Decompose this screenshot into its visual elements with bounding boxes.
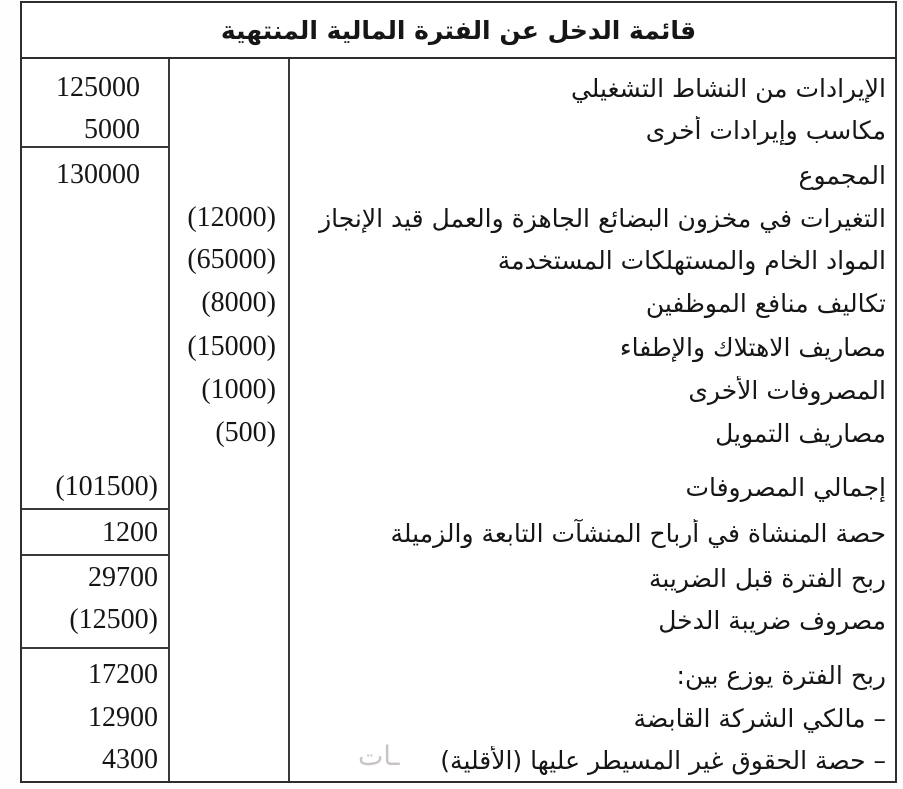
table-row: 4300 – حصة الحقوق غير المسيطر عليها (الأ… <box>22 739 895 781</box>
detail-amount-cell: (12000) <box>187 202 276 233</box>
detail-amount-cell: (8000) <box>201 287 276 318</box>
total-amount-cell: (101500) <box>55 471 158 502</box>
subtotal-rule <box>22 146 170 148</box>
table-row: 125000 الإيرادات من النشاط التشغيلي <box>22 67 895 109</box>
table-row: (500) مصاريف التمويل <box>22 412 895 454</box>
table-row: (8000) تكاليف منافع الموظفين <box>22 282 895 324</box>
row-label: التغيرات في مخزون البضائع الجاهزة والعمل… <box>319 203 886 233</box>
table-row: (101500) إجمالي المصروفات <box>22 466 895 508</box>
row-label: مصاريف التمويل <box>715 418 886 448</box>
row-label: ربح الفترة يوزع بين: <box>676 660 886 690</box>
table-row: (15000) مصاريف الاهتلاك والإطفاء <box>22 326 895 368</box>
table-row: 12900 – مالكي الشركة القابضة <box>22 697 895 739</box>
income-statement-table: قائمة الدخل عن الفترة المالية المنتهية ـ… <box>20 1 897 783</box>
row-label: مكاسب وإيرادات أخرى <box>645 115 886 145</box>
table-row: (65000) المواد الخام والمستهلكات المستخد… <box>22 239 895 281</box>
watermark: ـات <box>358 741 400 772</box>
row-label: المجموع <box>798 160 886 190</box>
total-amount-cell: 4300 <box>102 744 158 775</box>
row-label: الإيرادات من النشاط التشغيلي <box>570 73 886 103</box>
table-row: 130000 المجموع <box>22 154 895 196</box>
total-amount-cell: (12500) <box>69 604 158 635</box>
detail-amount-cell: (1000) <box>201 374 276 405</box>
subtotal-rule <box>22 554 170 556</box>
row-label: إجمالي المصروفات <box>685 472 886 502</box>
row-label: ربح الفترة قبل الضريبة <box>648 563 886 593</box>
detail-amount-cell: (500) <box>215 417 276 448</box>
table-row: 1200 حصة المنشاة في أرباح المنشآت التابع… <box>22 512 895 554</box>
table-row: (12500) مصروف ضريبة الدخل <box>22 599 895 641</box>
subtotal-rule <box>22 508 170 510</box>
row-label: المصروفات الأخرى <box>688 375 886 405</box>
total-amount-cell: 130000 <box>56 159 140 190</box>
total-amount-cell: 1200 <box>102 517 158 548</box>
row-label: مصروف ضريبة الدخل <box>658 605 886 635</box>
detail-amount-cell: (65000) <box>187 244 276 275</box>
row-label: المواد الخام والمستهلكات المستخدمة <box>497 245 886 275</box>
table-row: 5000 مكاسب وإيرادات أخرى <box>22 109 895 151</box>
row-label: – حصة الحقوق غير المسيطر عليها (الأقلية) <box>440 745 886 775</box>
table-row: 17200 ربح الفترة يوزع بين: <box>22 654 895 696</box>
row-label: تكاليف منافع الموظفين <box>645 288 886 318</box>
subtotal-rule <box>22 647 170 649</box>
row-label: مصاريف الاهتلاك والإطفاء <box>619 332 886 362</box>
total-amount-cell: 12900 <box>88 702 158 733</box>
table-row: 29700 ربح الفترة قبل الضريبة <box>22 557 895 599</box>
total-amount-cell: 17200 <box>88 659 158 690</box>
row-label: حصة المنشاة في أرباح المنشآت التابعة وال… <box>390 518 886 548</box>
total-amount-cell: 29700 <box>88 562 158 593</box>
detail-amount-cell: (15000) <box>187 331 276 362</box>
table-row: (12000) التغيرات في مخزون البضائع الجاهز… <box>22 197 895 239</box>
column-divider-totals <box>168 59 170 781</box>
statement-title: قائمة الدخل عن الفترة المالية المنتهية <box>22 3 895 59</box>
table-row: (1000) المصروفات الأخرى <box>22 369 895 411</box>
column-divider-details <box>288 59 290 781</box>
total-amount-cell: 5000 <box>84 114 140 145</box>
total-amount-cell: 125000 <box>56 72 140 103</box>
row-label: – مالكي الشركة القابضة <box>633 703 886 733</box>
